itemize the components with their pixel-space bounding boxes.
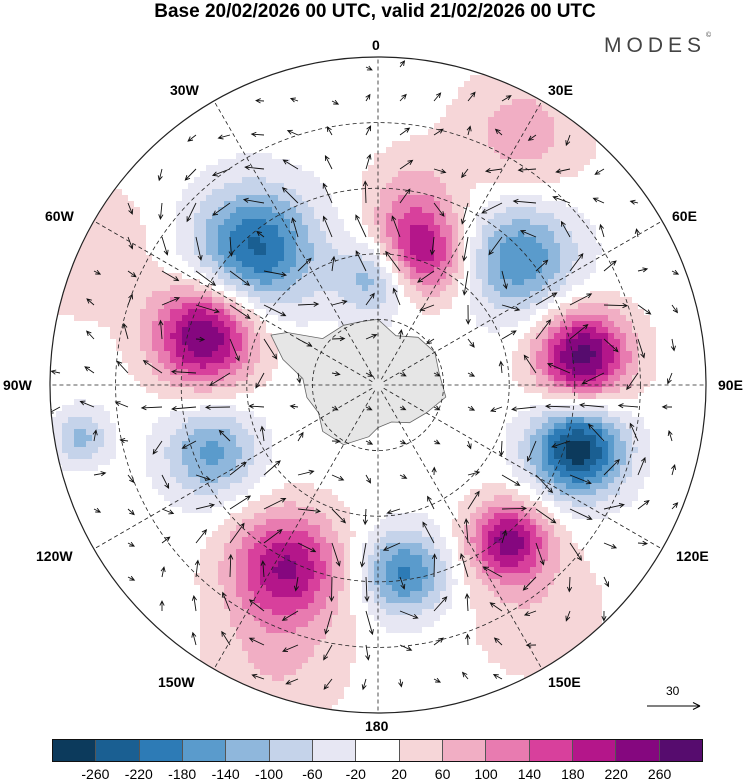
colorbar-swatch	[53, 740, 97, 761]
colorbar-tick-label: 140	[517, 766, 542, 782]
longitude-label-90w: 90W	[3, 377, 32, 393]
meridian-line	[213, 390, 376, 670]
longitude-label-150e: 150E	[548, 674, 581, 690]
colorbar-tick-label: -60	[302, 766, 323, 782]
meridian-line	[380, 100, 543, 380]
longitude-label-60e: 60E	[672, 208, 697, 224]
colorbar-tick-label: -220	[124, 766, 153, 782]
wind-vectors	[50, 60, 680, 691]
meridian-line	[380, 390, 543, 670]
colorbar-swatch	[96, 740, 140, 761]
meridian-line	[213, 100, 376, 380]
reference-vector-label: 30	[666, 684, 680, 698]
longitude-label-120w: 120W	[36, 548, 73, 564]
colorbar-tick-label: 260	[647, 766, 672, 782]
meridian-line	[93, 387, 373, 550]
longitude-label-30w: 30W	[170, 82, 199, 98]
longitude-label-60w: 60W	[45, 208, 74, 224]
map-boundary	[49, 56, 707, 714]
colorbar	[52, 739, 703, 762]
colorbar-swatch	[486, 740, 530, 761]
colorbar-swatch	[269, 740, 313, 761]
colorbar-tick-label: 20	[391, 766, 407, 782]
colorbar-swatch	[356, 740, 400, 761]
colorbar-swatch	[182, 740, 227, 761]
colorbar-tick-label: -260	[81, 766, 110, 782]
longitude-label-0: 0	[372, 37, 380, 53]
reference-vector	[647, 702, 701, 710]
longitude-label-150w: 150W	[158, 674, 195, 690]
lat-lon-grid	[50, 57, 706, 713]
copyright-mark: ©	[706, 32, 712, 39]
antarctica-landmass	[270, 318, 447, 446]
longitude-label-120e: 120E	[676, 548, 709, 564]
colorbar-tick-label: 100	[474, 766, 498, 782]
map-title: Base 20/02/2026 00 UTC, valid 21/02/2026…	[154, 1, 596, 22]
latitude-circle	[246, 253, 510, 517]
longitude-label-180: 180	[365, 718, 389, 734]
colorbar-tick-label: 220	[604, 766, 628, 782]
meridian-line	[383, 220, 663, 383]
colorbar-swatch	[312, 740, 357, 761]
colorbar-tick-label: 60	[434, 766, 451, 782]
colorbar-swatch	[139, 740, 183, 761]
meridian-line	[383, 387, 663, 550]
colorbar-swatch	[572, 740, 617, 761]
meridian-line	[93, 220, 373, 383]
colorbar-tick-label: -20	[345, 766, 366, 782]
colorbar-swatch	[659, 740, 702, 761]
colorbar-tick-label: -180	[168, 766, 197, 782]
longitude-label-30e: 30E	[548, 82, 573, 98]
colorbar-tick-label: -100	[254, 766, 284, 782]
brand-text: MODES	[604, 34, 707, 57]
modes-logo: MODES©	[604, 32, 712, 58]
colorbar-tick-label: 180	[561, 766, 585, 782]
colorbar-swatch	[442, 740, 487, 761]
longitude-label-90e: 90E	[718, 377, 743, 393]
colorbar-swatch	[529, 740, 573, 761]
colorbar-swatch	[226, 740, 270, 761]
colorbar-swatch	[616, 740, 660, 761]
colorbar-tick-label: -140	[211, 766, 240, 782]
colorbar-swatch	[399, 740, 443, 761]
